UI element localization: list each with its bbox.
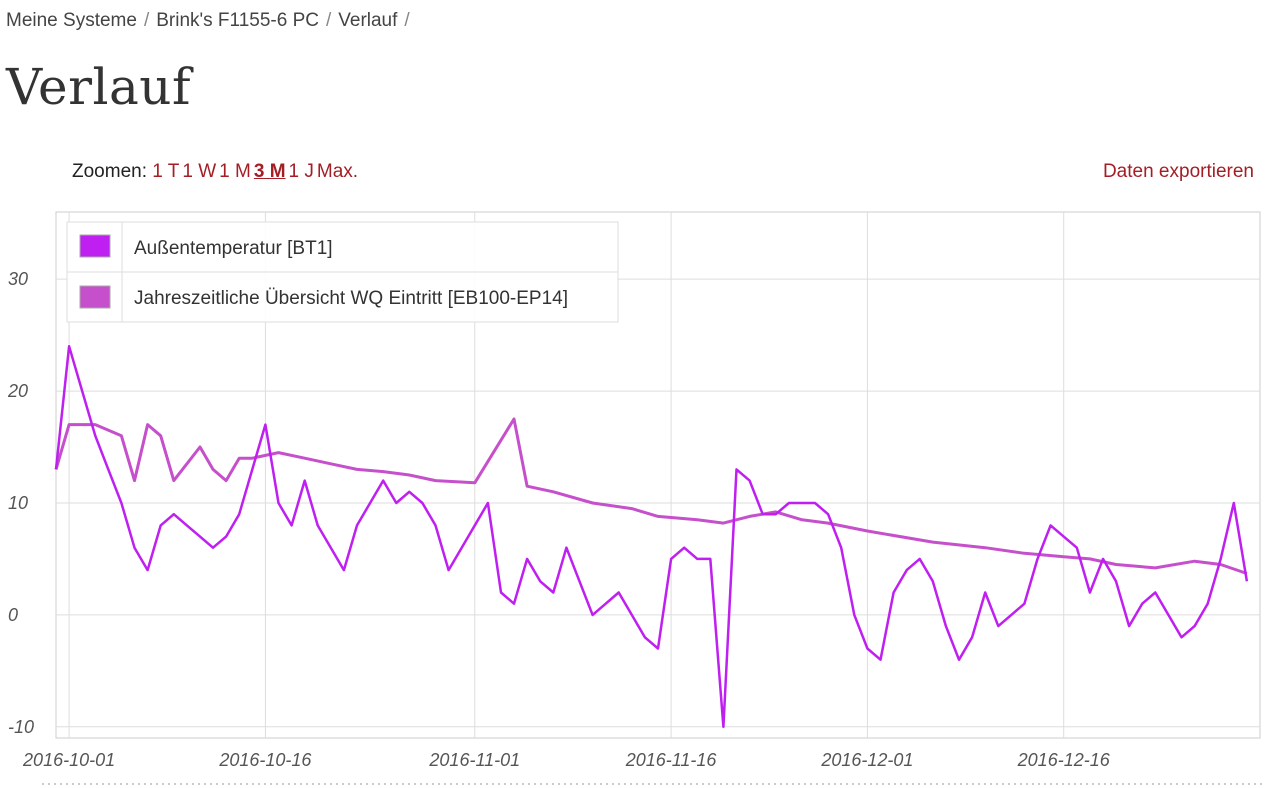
x-tick-label: 2016-11-16 bbox=[625, 750, 718, 770]
y-tick-label: 20 bbox=[7, 381, 28, 401]
series-lines bbox=[54, 345, 1249, 729]
x-gridlines bbox=[68, 212, 1065, 738]
x-tick-label: 2016-11-01 bbox=[428, 750, 520, 770]
x-tick-label: 2016-10-16 bbox=[218, 750, 312, 770]
breadcrumb-separator: / bbox=[325, 10, 332, 31]
zoom-option-1-day[interactable]: 1 T bbox=[152, 161, 180, 182]
legend-swatch-brine-in bbox=[79, 285, 111, 309]
breadcrumb-item-system[interactable]: Brink's F1155-6 PC bbox=[156, 10, 319, 31]
x-tick-label: 2016-12-01 bbox=[820, 750, 913, 770]
series-line-outdoor-temp bbox=[54, 345, 1249, 729]
legend-swatch-outdoor-temp bbox=[79, 234, 111, 258]
legend-label-outdoor-temp: Außentemperatur [BT1] bbox=[134, 238, 333, 259]
series-line-brine-in bbox=[54, 417, 1248, 575]
legend: Außentemperatur [BT1] Jahreszeitliche Üb… bbox=[66, 221, 619, 323]
x-tick-label: 2016-10-01 bbox=[22, 750, 115, 770]
history-chart[interactable]: -10 0 10 20 30 2016-10-01 2016-10-16 2016-11-0… bbox=[0, 200, 1280, 788]
zoom-option-max[interactable]: Max. bbox=[316, 161, 359, 182]
export-data-link[interactable]: Daten exportieren bbox=[1102, 161, 1254, 182]
breadcrumb: Meine Systeme / Brink's F1155-6 PC / Verlauf… bbox=[6, 10, 417, 32]
breadcrumb-separator: / bbox=[404, 10, 410, 31]
breadcrumb-separator: / bbox=[143, 10, 150, 31]
y-axis: -10 0 10 20 30 bbox=[7, 269, 34, 737]
y-tick-label: -10 bbox=[8, 717, 34, 737]
zoom-option-1-week[interactable]: 1 W bbox=[182, 161, 217, 182]
x-tick-label: 2016-12-16 bbox=[1017, 750, 1111, 770]
breadcrumb-item-history[interactable]: Verlauf bbox=[338, 10, 398, 31]
zoom-option-1-year[interactable]: 1 J bbox=[288, 161, 314, 182]
page-title: Verlauf bbox=[6, 58, 192, 116]
y-tick-label: 0 bbox=[8, 605, 18, 625]
zoom-label: Zoomen: bbox=[72, 161, 147, 182]
legend-label-brine-in: Jahreszeitliche Übersicht WQ Eintritt [E… bbox=[134, 288, 568, 309]
breadcrumb-item-systems[interactable]: Meine Systeme bbox=[6, 10, 137, 31]
y-tick-label: 10 bbox=[8, 493, 28, 513]
x-axis: 2016-10-01 2016-10-16 2016-11-01 2016-11-16… bbox=[22, 750, 1111, 770]
y-tick-label: 30 bbox=[8, 269, 28, 289]
zoom-option-3-months[interactable]: 3 M bbox=[253, 161, 286, 182]
zoom-option-1-month[interactable]: 1 M bbox=[219, 161, 251, 182]
